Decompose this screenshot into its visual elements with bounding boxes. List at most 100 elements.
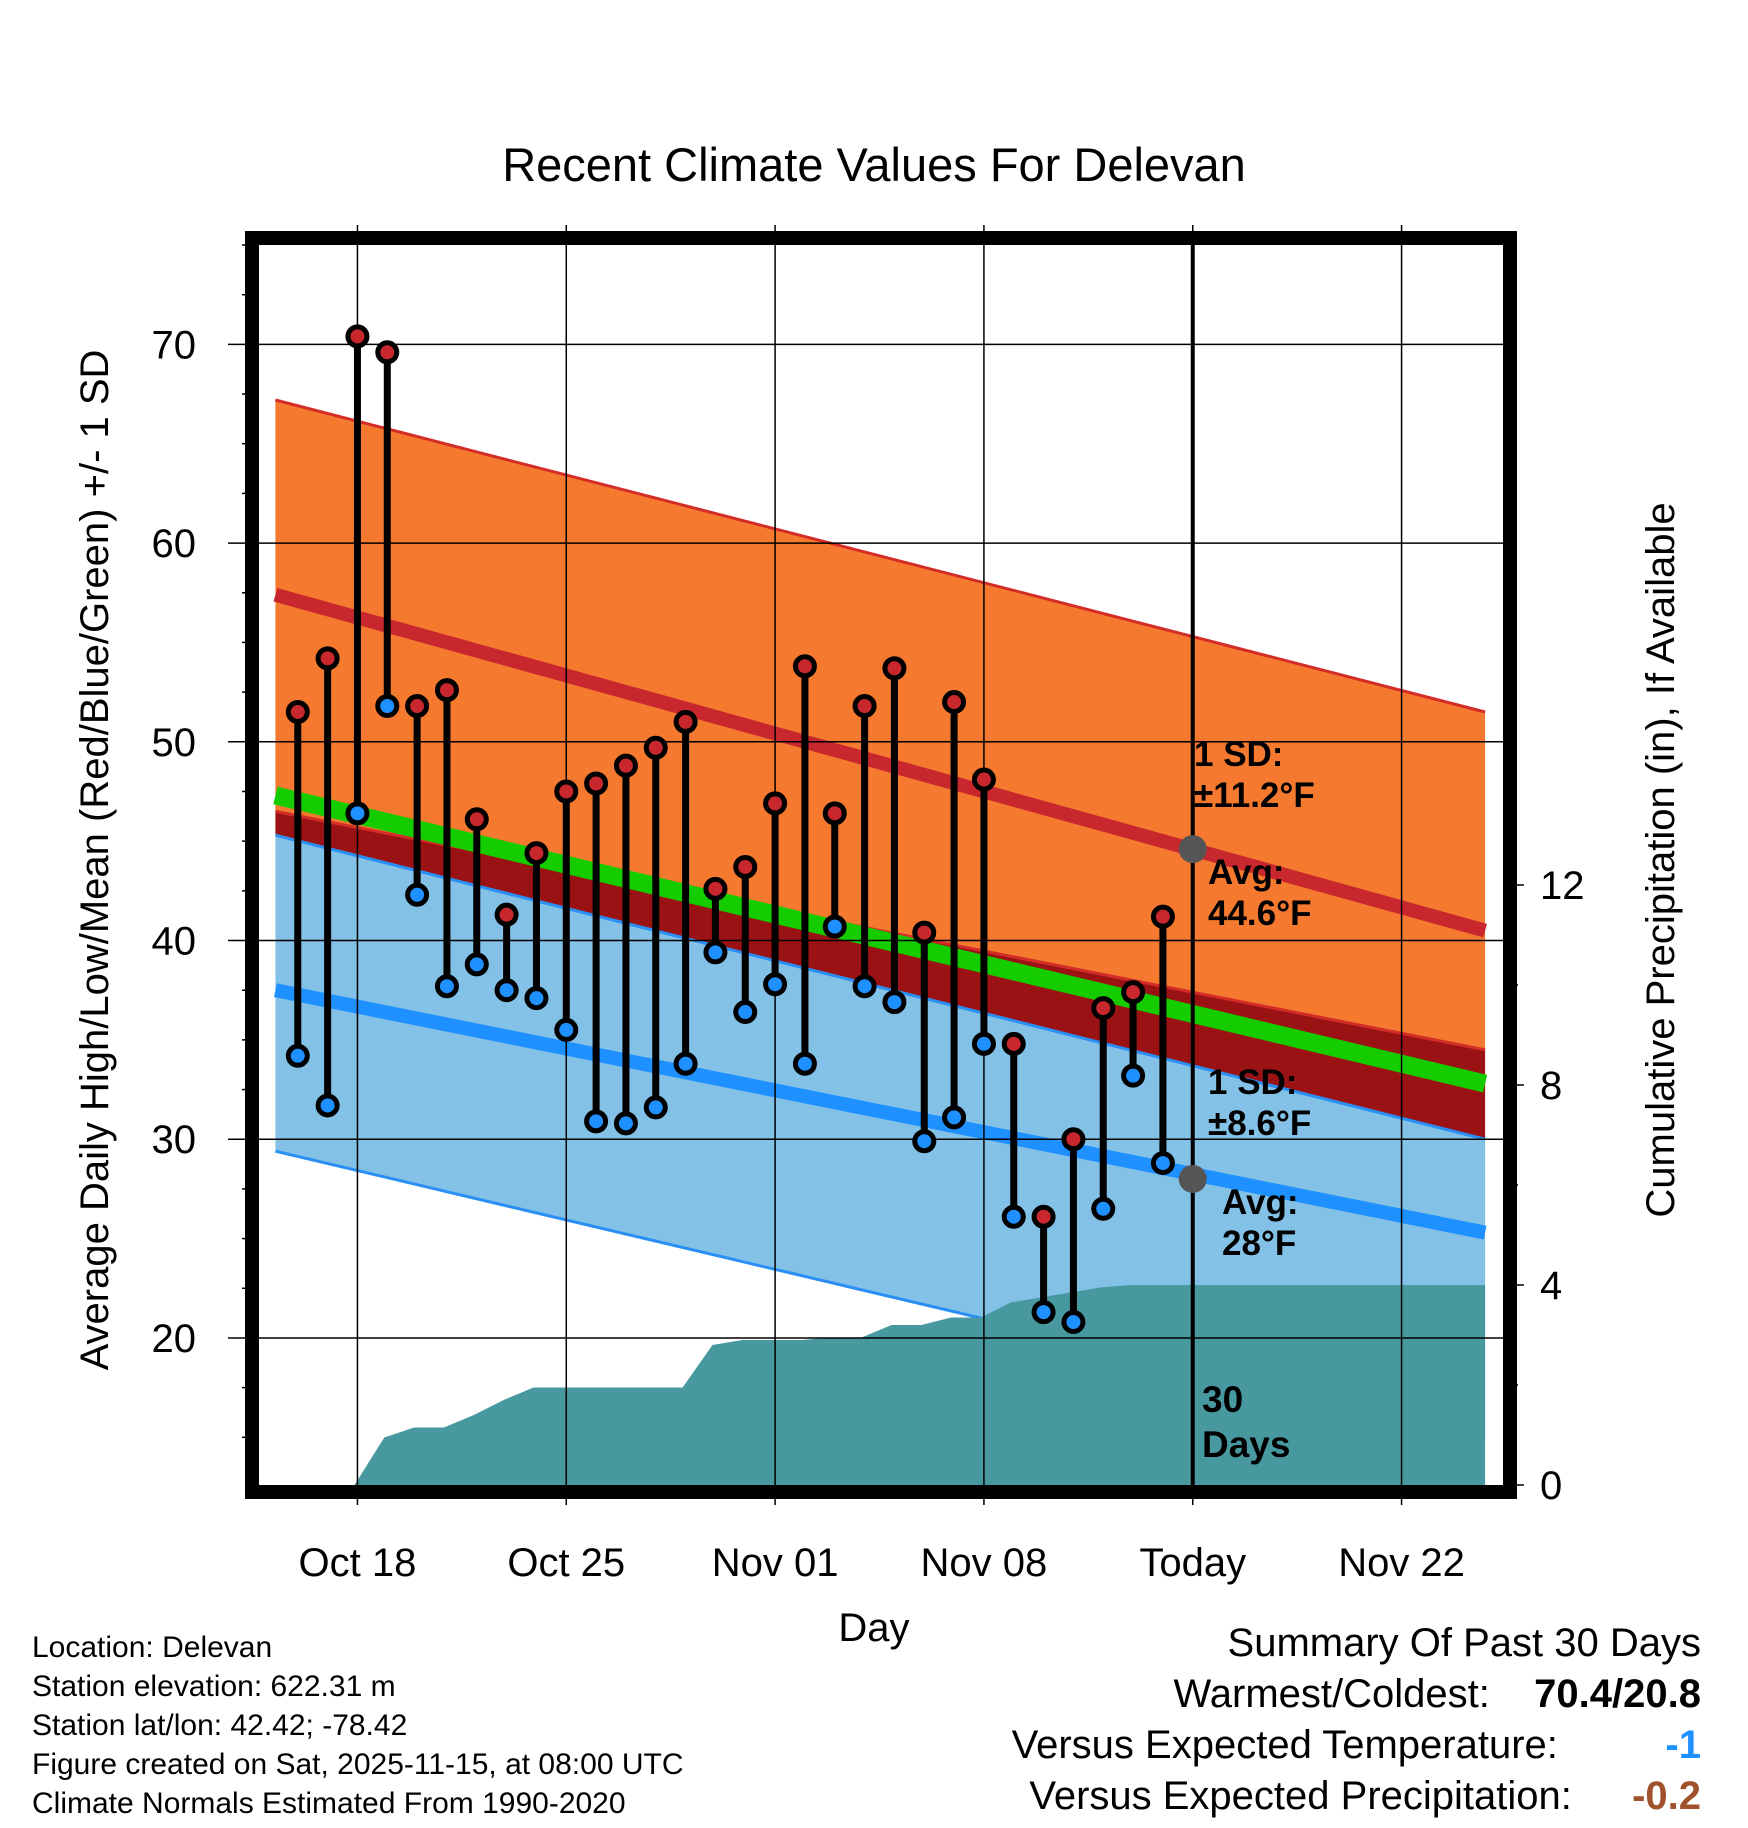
- x-tick-label: Nov 22: [1338, 1541, 1465, 1585]
- y2-tick-label: 12: [1540, 864, 1585, 908]
- daily-low-point: [882, 990, 907, 1015]
- daily-low-point: [434, 974, 459, 999]
- daily-high-point: [285, 699, 310, 724]
- daily-high-point: [405, 694, 430, 719]
- daily-low-point: [345, 801, 370, 826]
- daily-low-point: [822, 914, 847, 939]
- high-sd-label: ±11.2°F: [1194, 776, 1315, 815]
- daily-low-point: [464, 952, 489, 977]
- daily-low-point: [1091, 1196, 1116, 1221]
- temp-label: Versus Expected Temperature:: [1011, 1723, 1558, 1767]
- daily-high-point: [971, 767, 996, 792]
- axes: Oct 18 Oct 25 Nov 01 Nov 08 Today Nov 22 20 30 4…: [152, 225, 1585, 1585]
- daily-high-point: [494, 902, 519, 927]
- precip-label: Versus Expected Precipitation:: [1029, 1774, 1572, 1818]
- daily-high-point: [1150, 904, 1175, 929]
- daily-low-point: [494, 978, 519, 1003]
- y2-axis-label: Cumulative Precipitation (in), If Availa…: [1639, 502, 1683, 1217]
- daily-high-point: [912, 920, 937, 945]
- daily-low-point: [554, 1017, 579, 1042]
- low-avg-marker: [1178, 1164, 1207, 1193]
- daily-high-point: [733, 854, 758, 879]
- window-label: Days: [1202, 1424, 1290, 1465]
- y-tick-label: 60: [152, 522, 197, 566]
- y-tick-label: 70: [152, 323, 197, 367]
- summary-temp-row: Versus Expected Temperature: -1: [1012, 1720, 1701, 1771]
- daily-high-point: [554, 779, 579, 804]
- x-tick-label: Nov 08: [921, 1541, 1048, 1585]
- y-axis-label: Average Daily High/Low/Mean (Red/Blue/Gr…: [73, 350, 117, 1371]
- daily-high-point: [434, 678, 459, 703]
- daily-high-point: [763, 791, 788, 816]
- daily-low-point: [584, 1109, 609, 1134]
- x-axis-label: Day: [838, 1606, 909, 1650]
- daily-low-point: [405, 882, 430, 907]
- daily-high-point: [375, 340, 400, 365]
- daily-low-point: [643, 1095, 668, 1120]
- daily-low-point: [912, 1129, 937, 1154]
- daily-low-point: [1150, 1151, 1175, 1176]
- high-avg-label: Avg:: [1208, 853, 1284, 892]
- created-text: Figure created on Sat, 2025-11-15, at 08…: [32, 1748, 684, 1781]
- low-normal-line: [274, 983, 1487, 1240]
- x-tick-label: Oct 25: [507, 1541, 625, 1585]
- y-tick-label: 20: [152, 1317, 197, 1361]
- high-upper-edge: [275, 398, 1486, 714]
- y-tick-label: 30: [152, 1118, 197, 1162]
- precip-area: [275, 1285, 1486, 1485]
- high-normal-line: [273, 587, 1487, 938]
- daily-high-point: [1061, 1127, 1086, 1152]
- location-text: Location: Delevan: [32, 1631, 273, 1664]
- daily-low-point: [1031, 1300, 1056, 1325]
- low-sd-label: 1 SD:: [1208, 1063, 1297, 1102]
- daily-high-point: [524, 841, 549, 866]
- high-avg-label: 44.6°F: [1208, 894, 1312, 933]
- daily-high-point: [315, 646, 340, 671]
- daily-low-point: [703, 940, 728, 965]
- y-tick-label: 40: [152, 920, 197, 964]
- warmest-label: Warmest/Coldest:: [1173, 1672, 1490, 1716]
- window-label: 30: [1202, 1379, 1243, 1420]
- daily-high-point: [464, 807, 489, 832]
- daily-low-point: [285, 1043, 310, 1068]
- daily-high-point: [673, 709, 698, 734]
- high-avg-marker: [1178, 835, 1207, 864]
- y2-tick-label: 8: [1540, 1064, 1562, 1108]
- daily-high-point: [1031, 1204, 1056, 1229]
- x-tick-label: Oct 18: [299, 1541, 417, 1585]
- temp-value: -1: [1665, 1723, 1701, 1767]
- low-sd-label: ±8.6°F: [1208, 1104, 1311, 1143]
- high-sd-label: 1 SD:: [1194, 735, 1283, 774]
- normals-text: Climate Normals Estimated From 1990-2020: [32, 1787, 626, 1820]
- chart-title: Recent Climate Values For Delevan: [502, 138, 1246, 191]
- daily-high-point: [852, 694, 877, 719]
- low-avg-label: Avg:: [1222, 1183, 1298, 1222]
- daily-low-point: [1061, 1310, 1086, 1335]
- x-tick-label: Today: [1139, 1541, 1246, 1585]
- daily-high-point: [942, 690, 967, 715]
- summary-title: Summary Of Past 30 Days: [1227, 1621, 1701, 1665]
- daily-low-point: [1121, 1063, 1146, 1088]
- daily-high-point: [584, 771, 609, 796]
- daily-high-point: [1001, 1031, 1026, 1056]
- band-overlap: [275, 811, 1486, 1140]
- summary-panel: Summary Of Past 30 Days Warmest/Coldest:…: [1012, 1618, 1701, 1822]
- high-sd-band: [275, 400, 1486, 1050]
- summary-precip-row: Versus Expected Precipitation: -0.2: [1012, 1771, 1701, 1822]
- daily-low-point: [792, 1051, 817, 1076]
- daily-low-point: [1001, 1204, 1026, 1229]
- station-info: Location: Delevan Station elevation: 622…: [32, 1628, 684, 1823]
- daily-high-point: [345, 324, 370, 349]
- warmest-value: 70.4/20.8: [1534, 1672, 1701, 1716]
- series: [285, 324, 1175, 1335]
- daily-low-point: [315, 1093, 340, 1118]
- daily-low-point: [852, 974, 877, 999]
- y2-tick-label: 4: [1540, 1264, 1562, 1308]
- precip-value: -0.2: [1632, 1774, 1701, 1818]
- daily-high-point: [792, 654, 817, 679]
- daily-high-point: [643, 735, 668, 760]
- daily-high-point: [1121, 980, 1146, 1005]
- daily-high-point: [613, 753, 638, 778]
